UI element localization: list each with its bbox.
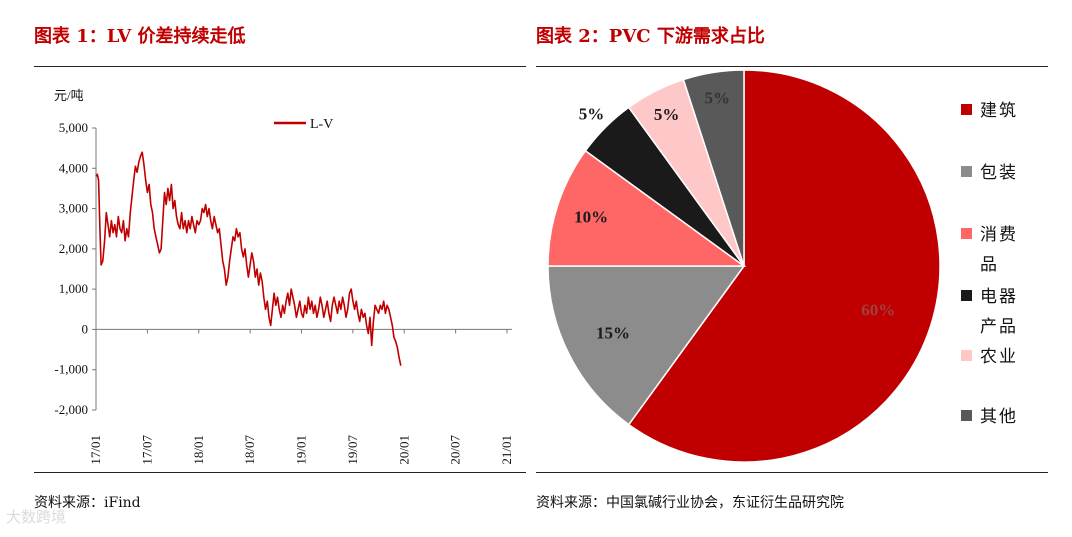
pie-slice-1 xyxy=(547,265,746,426)
legend-label-5: 其他 xyxy=(980,407,1018,426)
x-tick-label: 20/07 xyxy=(448,435,463,465)
legend-label-2: 消费品 xyxy=(980,225,1018,274)
pie-slice-0 xyxy=(627,69,941,463)
x-tick-label: 19/01 xyxy=(294,435,309,465)
legend-swatch-1 xyxy=(961,166,972,177)
pie-label-3: 5% xyxy=(579,105,605,124)
pie-label-5: 5% xyxy=(705,89,731,108)
x-tick-label: 19/07 xyxy=(345,435,360,465)
right-chart-title: 图表 2：PVC 下游需求占比 xyxy=(536,26,765,47)
pie-label-2: 10% xyxy=(574,207,608,226)
watermark-logo: 大数跨境 xyxy=(6,508,67,526)
left-chart-title: 图表 1：LV 价差持续走低 xyxy=(34,26,246,47)
legend-swatch-0 xyxy=(961,104,972,115)
legend-swatch-4 xyxy=(961,350,972,361)
line-chart: 元/吨 -2,000 -1,000 0 1,000 2,000 3,000 4,000 5,00… xyxy=(54,88,514,465)
pie-slice-2 xyxy=(547,149,747,267)
y-tick-label: 1,000 xyxy=(59,281,88,296)
legend-label-4: 农业 xyxy=(980,347,1018,366)
legend-swatch-3 xyxy=(961,290,972,301)
y-tick-label: -1,000 xyxy=(54,362,88,377)
legend-label-3: 电器产品 xyxy=(980,287,1018,336)
right-top-rule xyxy=(536,66,1048,67)
y-unit-label: 元/吨 xyxy=(54,88,84,103)
pie-label-1: 15% xyxy=(596,324,630,343)
right-source: 资料来源：中国氯碱行业协会，东证衍生品研究院 xyxy=(536,495,844,511)
legend-swatch-5 xyxy=(961,410,972,421)
y-tick-label: 3,000 xyxy=(59,201,88,216)
x-tick-label: 18/01 xyxy=(191,435,206,465)
series-line-l-v xyxy=(95,151,402,366)
legend-label-1: 包装 xyxy=(980,163,1018,182)
y-tick-label: 0 xyxy=(82,321,89,336)
x-tick-label: 21/01 xyxy=(499,435,514,465)
x-tick-label: 20/01 xyxy=(396,435,411,465)
pie-slice-5 xyxy=(682,69,745,267)
legend-swatch-2 xyxy=(961,228,972,239)
x-tick-label: 18/07 xyxy=(242,435,257,465)
y-tick-label: 2,000 xyxy=(59,241,88,256)
y-tick-label: -2,000 xyxy=(54,402,88,417)
y-tick-label: 5,000 xyxy=(59,120,88,135)
pie-label-0: 60% xyxy=(861,301,895,320)
left-top-rule xyxy=(34,66,526,67)
left-bottom-rule xyxy=(34,472,526,473)
right-bottom-rule xyxy=(536,472,1048,473)
left-source: 资料来源：iFind xyxy=(34,495,141,511)
x-tick-label: 17/01 xyxy=(88,435,103,465)
y-tick-label: 4,000 xyxy=(59,160,88,175)
legend-label-0: 建筑 xyxy=(980,101,1018,120)
legend-label: L-V xyxy=(310,117,333,132)
x-tick-label: 17/07 xyxy=(139,435,154,465)
pie-label-4: 5% xyxy=(654,105,680,124)
